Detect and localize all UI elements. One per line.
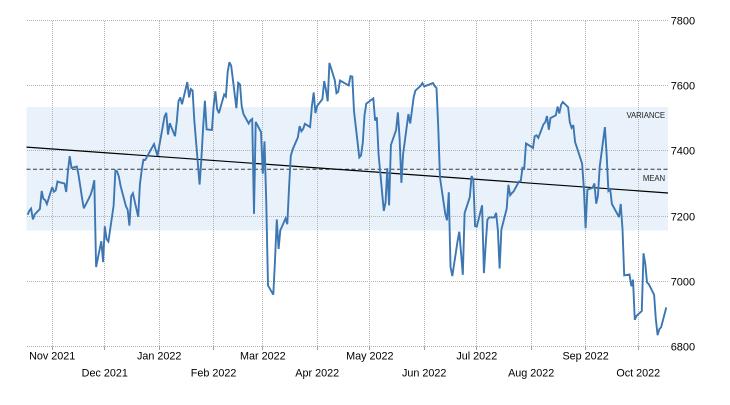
svg-text:Jun 2022: Jun 2022 xyxy=(402,368,446,380)
svg-text:Jul 2022: Jul 2022 xyxy=(456,351,497,363)
svg-text:Nov 2021: Nov 2021 xyxy=(29,351,75,363)
svg-text:Dec 2021: Dec 2021 xyxy=(82,368,128,380)
svg-text:7200: 7200 xyxy=(671,212,695,224)
svg-text:VARIANCE: VARIANCE xyxy=(627,111,665,120)
svg-text:7800: 7800 xyxy=(671,16,695,28)
svg-text:Aug 2022: Aug 2022 xyxy=(508,368,554,380)
svg-text:MEAN: MEAN xyxy=(643,174,665,183)
svg-text:6800: 6800 xyxy=(671,342,695,354)
svg-text:Apr 2022: Apr 2022 xyxy=(295,368,339,380)
svg-text:Jan 2022: Jan 2022 xyxy=(137,351,181,363)
svg-text:7000: 7000 xyxy=(671,277,695,289)
svg-text:May 2022: May 2022 xyxy=(346,351,393,363)
svg-text:Mar 2022: Mar 2022 xyxy=(240,351,286,363)
svg-text:Feb 2022: Feb 2022 xyxy=(191,368,237,380)
svg-text:Sep 2022: Sep 2022 xyxy=(562,351,608,363)
svg-text:Oct 2022: Oct 2022 xyxy=(616,368,660,380)
svg-text:7400: 7400 xyxy=(671,146,695,158)
svg-text:7600: 7600 xyxy=(671,81,695,93)
